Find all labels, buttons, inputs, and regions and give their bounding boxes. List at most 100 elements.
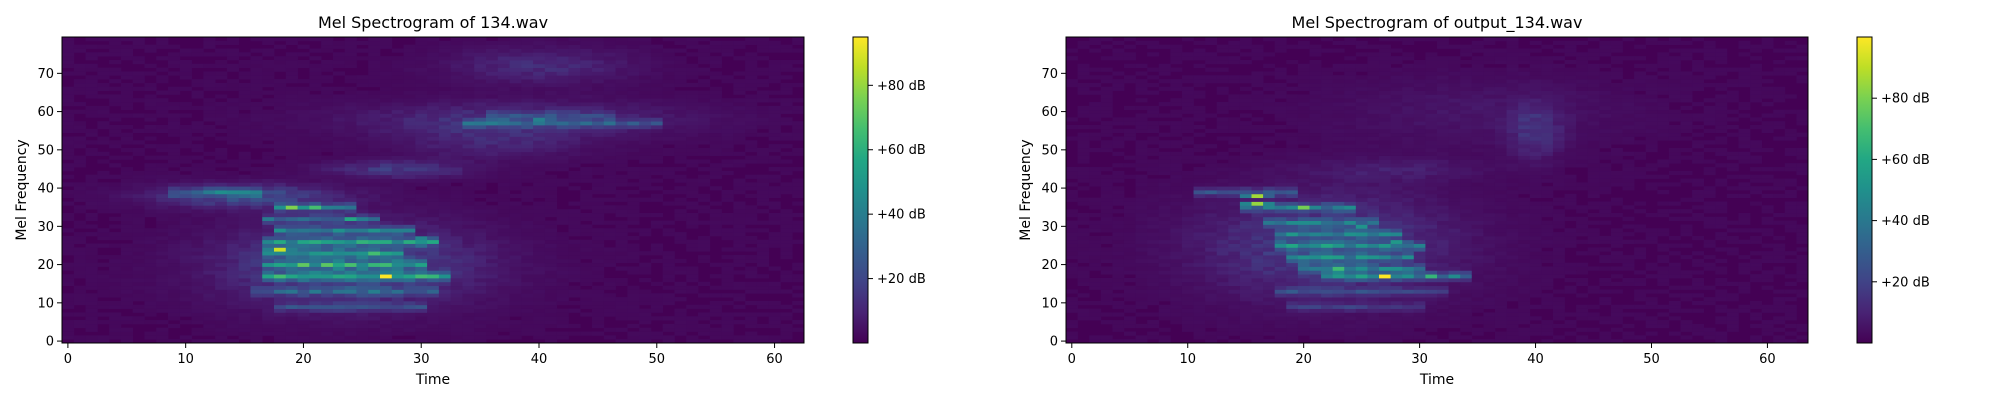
heatmap-cell bbox=[497, 293, 510, 298]
heatmap-cell bbox=[450, 82, 463, 88]
heatmap-cell bbox=[62, 201, 75, 206]
heatmap-cell bbox=[120, 102, 134, 107]
y-tick-label: 20 bbox=[37, 258, 54, 273]
heatmap-cell bbox=[733, 285, 746, 290]
heatmap-cell bbox=[639, 151, 652, 156]
heatmap-cell bbox=[215, 71, 228, 76]
heatmap-cell bbox=[686, 201, 699, 206]
heatmap-cell bbox=[639, 289, 652, 294]
heatmap-cell bbox=[521, 304, 534, 309]
heatmap-cell bbox=[568, 174, 581, 179]
heatmap-cell bbox=[332, 239, 346, 244]
heatmap-cell bbox=[109, 86, 122, 91]
heatmap-cell bbox=[580, 232, 593, 237]
heatmap-cell bbox=[1089, 40, 1102, 46]
heatmap-cell bbox=[1228, 239, 1241, 244]
heatmap-cell bbox=[1135, 281, 1148, 287]
heatmap-cell bbox=[792, 147, 805, 153]
heatmap-cell bbox=[721, 170, 734, 176]
heatmap-cell bbox=[403, 170, 416, 176]
heatmap-cell bbox=[168, 71, 181, 76]
heatmap-cell bbox=[639, 308, 652, 313]
heatmap-cell bbox=[1216, 167, 1229, 172]
heatmap-cell bbox=[615, 339, 628, 344]
heatmap-cell bbox=[226, 109, 240, 114]
heatmap-cell bbox=[627, 151, 640, 156]
heatmap-cell bbox=[709, 170, 722, 176]
heatmap-cell bbox=[191, 243, 204, 248]
heatmap-cell bbox=[1181, 170, 1194, 176]
heatmap-cell bbox=[615, 113, 628, 118]
heatmap-cell bbox=[427, 167, 440, 172]
heatmap-cell bbox=[109, 316, 122, 321]
heatmap-cell bbox=[403, 297, 416, 302]
heatmap-cell bbox=[450, 52, 463, 57]
heatmap-cell bbox=[674, 201, 687, 206]
heatmap-cell bbox=[650, 71, 664, 76]
heatmap-cell bbox=[380, 239, 393, 244]
heatmap-cell bbox=[203, 255, 216, 260]
heatmap-cell bbox=[1123, 216, 1136, 221]
heatmap-cell bbox=[274, 339, 287, 344]
heatmap-cell bbox=[756, 335, 770, 340]
heatmap-cell bbox=[756, 113, 770, 118]
heatmap-cell bbox=[191, 281, 204, 287]
heatmap-cell bbox=[1147, 159, 1160, 164]
heatmap-cell bbox=[1205, 75, 1218, 80]
heatmap-cell bbox=[674, 297, 687, 302]
heatmap-cell bbox=[62, 312, 75, 317]
heatmap-cell bbox=[415, 239, 428, 244]
heatmap-cell bbox=[1089, 67, 1102, 72]
colorbar-tick-label: +80 dB bbox=[877, 79, 926, 94]
heatmap-cell bbox=[650, 170, 664, 176]
heatmap-cell bbox=[132, 113, 145, 118]
heatmap-cell bbox=[450, 63, 463, 68]
heatmap-cell bbox=[603, 178, 616, 183]
heatmap-cell bbox=[427, 163, 440, 168]
heatmap-cell bbox=[792, 300, 805, 306]
heatmap-cell bbox=[62, 193, 75, 199]
heatmap-cell bbox=[745, 52, 758, 57]
heatmap-cell bbox=[403, 98, 416, 103]
heatmap-cell bbox=[85, 205, 98, 210]
heatmap-cell bbox=[556, 56, 569, 61]
heatmap-cell bbox=[568, 255, 581, 260]
heatmap-cell bbox=[1135, 40, 1148, 46]
heatmap-cell bbox=[615, 182, 628, 187]
heatmap-cell bbox=[274, 293, 287, 298]
heatmap-cell bbox=[1205, 155, 1218, 160]
heatmap-cell bbox=[297, 63, 310, 68]
heatmap-cell bbox=[85, 56, 98, 61]
heatmap-cell bbox=[1228, 228, 1241, 233]
heatmap-cell bbox=[509, 251, 522, 256]
heatmap-cell bbox=[450, 105, 463, 111]
heatmap-cell bbox=[1077, 235, 1090, 241]
heatmap-cell bbox=[1193, 247, 1206, 252]
heatmap-cell bbox=[415, 293, 428, 298]
heatmap-cell bbox=[215, 48, 228, 53]
heatmap-cell bbox=[1066, 48, 1078, 53]
heatmap-cell bbox=[321, 186, 334, 191]
heatmap-cell bbox=[1089, 243, 1102, 248]
heatmap-cell bbox=[686, 274, 699, 279]
heatmap-cell bbox=[462, 304, 475, 309]
heatmap-cell bbox=[497, 113, 510, 118]
heatmap-cell bbox=[627, 316, 640, 321]
heatmap-cell bbox=[73, 247, 86, 252]
heatmap-cell bbox=[1181, 140, 1194, 145]
heatmap-cell bbox=[250, 262, 263, 267]
heatmap-cell bbox=[427, 274, 440, 279]
heatmap-cell bbox=[438, 197, 452, 202]
heatmap-cell bbox=[745, 63, 758, 68]
heatmap-cell bbox=[580, 174, 593, 179]
heatmap-cell bbox=[1147, 52, 1160, 57]
heatmap-cell bbox=[1228, 320, 1241, 325]
heatmap-cell bbox=[238, 52, 251, 57]
heatmap-cell bbox=[580, 243, 593, 248]
heatmap-cell bbox=[415, 167, 428, 172]
heatmap-cell bbox=[332, 44, 346, 49]
heatmap-cell bbox=[168, 228, 181, 233]
heatmap-cell bbox=[415, 37, 428, 42]
heatmap-cell bbox=[1100, 190, 1113, 195]
heatmap-cell bbox=[1135, 128, 1148, 134]
